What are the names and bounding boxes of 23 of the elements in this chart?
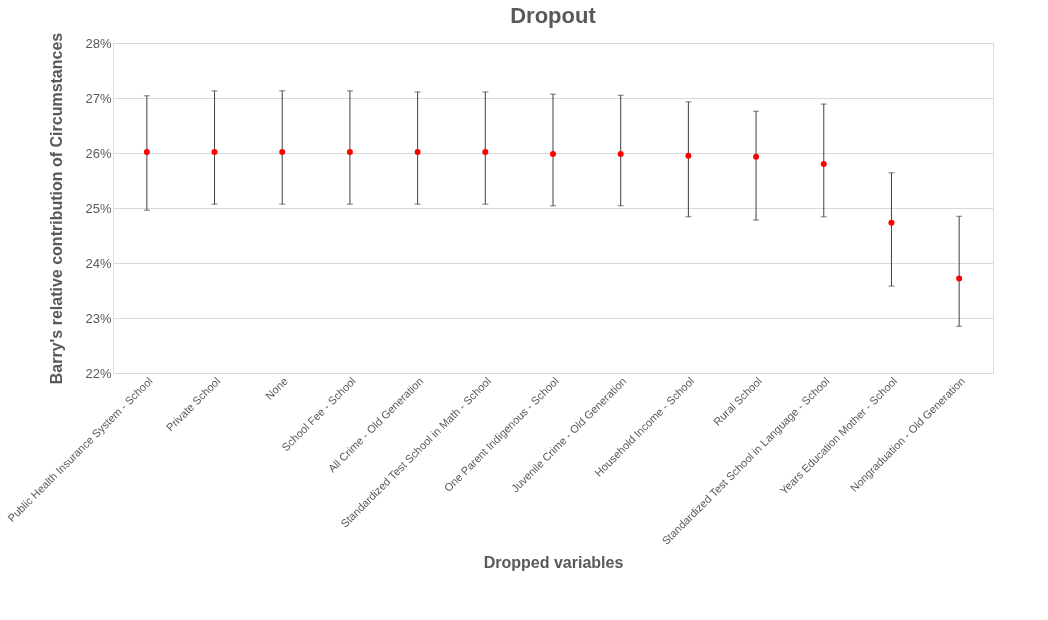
chart-title: Dropout bbox=[510, 3, 597, 29]
point bbox=[211, 148, 218, 155]
y-axis-title: Barry's relative contribution of Circumstances bbox=[48, 32, 66, 385]
x-axis-title: Dropped variables bbox=[483, 554, 624, 572]
point bbox=[143, 148, 150, 155]
point bbox=[956, 275, 963, 282]
y-tick-label: 25% bbox=[85, 200, 112, 216]
y-tick-label: 24% bbox=[85, 255, 112, 271]
point bbox=[820, 161, 827, 167]
y-tick-label: 22% bbox=[85, 365, 112, 381]
point bbox=[482, 148, 489, 155]
point bbox=[888, 219, 895, 226]
y-tick-label: 27% bbox=[85, 90, 112, 106]
point bbox=[346, 148, 353, 155]
point bbox=[279, 148, 286, 155]
y-tick-label: 26% bbox=[85, 145, 112, 161]
point bbox=[753, 153, 760, 160]
y-tick-label: 23% bbox=[85, 310, 112, 326]
point bbox=[685, 152, 692, 159]
point bbox=[550, 151, 556, 158]
point bbox=[414, 148, 421, 155]
y-tick-label: 28% bbox=[85, 35, 112, 51]
point bbox=[617, 151, 624, 158]
